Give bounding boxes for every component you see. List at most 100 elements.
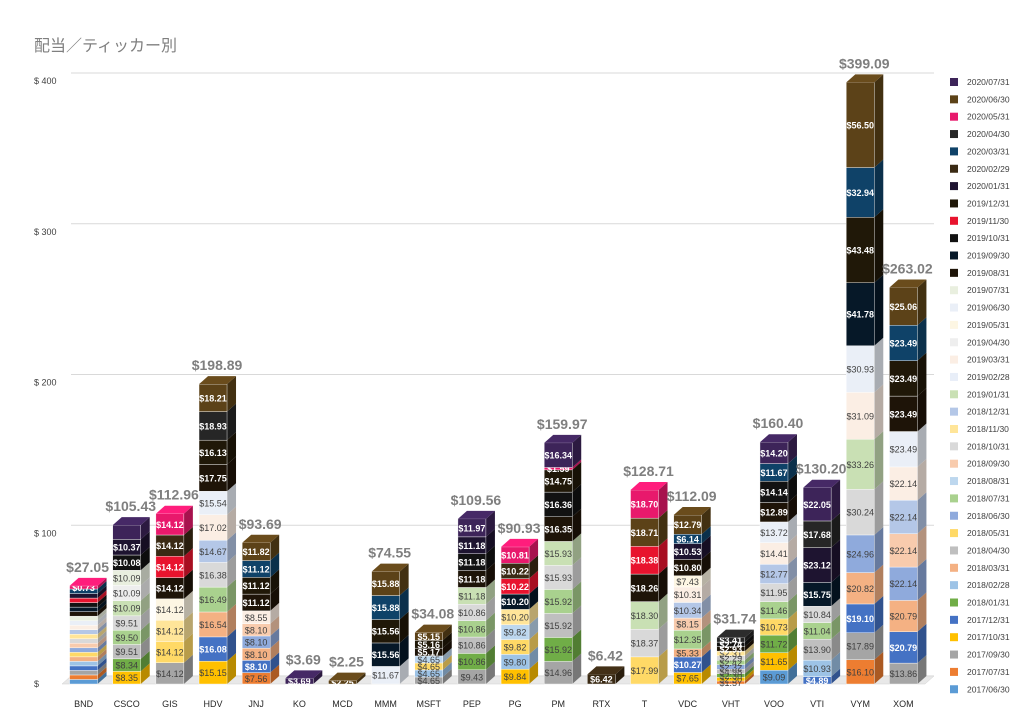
bar-segment-side bbox=[399, 563, 409, 596]
data-label: $14.67 bbox=[199, 547, 227, 557]
legend-swatch bbox=[950, 372, 958, 381]
data-label: $15.56 bbox=[372, 627, 400, 637]
bar-segment-side bbox=[442, 640, 452, 656]
data-label: $16.49 bbox=[199, 595, 227, 605]
data-label: $15.15 bbox=[199, 668, 227, 678]
bar-segment-side bbox=[442, 624, 452, 641]
data-label: $14.12 bbox=[156, 648, 184, 658]
bar-top-face bbox=[803, 479, 841, 488]
data-label: $4.65 bbox=[418, 676, 441, 686]
data-label: $11.04 bbox=[804, 626, 831, 636]
bar-segment-side bbox=[97, 590, 107, 603]
bar-segment-side bbox=[97, 577, 107, 590]
data-label: $8.10 bbox=[245, 662, 268, 672]
data-label: $10.20 bbox=[501, 597, 529, 607]
total-label: $27.05 bbox=[66, 559, 109, 575]
data-label: $11.72 bbox=[761, 639, 788, 649]
bar-segment bbox=[69, 638, 98, 644]
total-label: $3.69 bbox=[286, 651, 321, 667]
bar-segment-side bbox=[701, 526, 711, 544]
legend-swatch bbox=[950, 251, 958, 260]
data-label: $20.82 bbox=[847, 584, 875, 594]
data-label: $16.54 bbox=[199, 620, 227, 630]
bar-segment-side bbox=[917, 458, 927, 501]
bar-segment-side bbox=[442, 668, 452, 684]
bar-segment bbox=[69, 652, 98, 658]
data-label: $1.57 bbox=[720, 678, 743, 688]
data-label: $2.29 bbox=[720, 653, 743, 663]
data-label: $11.18 bbox=[458, 591, 485, 601]
bar-segment bbox=[889, 431, 918, 468]
data-label: $8.15 bbox=[676, 620, 699, 630]
bar-segment-side bbox=[140, 607, 150, 631]
y-tick-label: $ bbox=[34, 679, 39, 689]
legend-swatch bbox=[950, 650, 958, 659]
bar-segment bbox=[889, 631, 918, 664]
data-label: $16.34 bbox=[544, 451, 572, 461]
data-label: $16.08 bbox=[199, 645, 227, 655]
legend-swatch bbox=[950, 164, 958, 173]
bar-segment-side bbox=[140, 636, 150, 659]
data-label: $15.92 bbox=[544, 645, 572, 655]
total-label: $74.55 bbox=[368, 545, 411, 561]
bar-segment-side bbox=[701, 640, 711, 657]
bar-segment-side bbox=[874, 651, 884, 684]
data-label: $14.96 bbox=[544, 668, 572, 678]
legend-swatch bbox=[950, 199, 958, 208]
bar-segment-side bbox=[831, 668, 841, 684]
bar-segment-side bbox=[917, 655, 927, 684]
bar-segment bbox=[69, 606, 98, 612]
data-label: $11.46 bbox=[761, 606, 788, 616]
data-label: $17.75 bbox=[199, 473, 227, 483]
data-label: $22.05 bbox=[803, 500, 831, 510]
legend-label: 2018/11/30 bbox=[967, 424, 1009, 434]
bar-segment-side bbox=[701, 578, 711, 603]
bar-segment-side bbox=[529, 661, 539, 684]
bar-segment-side bbox=[831, 652, 841, 677]
bar-segment-side bbox=[183, 633, 193, 663]
bar-segment-side bbox=[917, 623, 927, 664]
data-label: $14.12 bbox=[156, 562, 184, 572]
bar-segment-side bbox=[744, 643, 754, 656]
bar-top-face bbox=[630, 481, 668, 490]
total-label: $112.09 bbox=[667, 488, 717, 504]
bar-segment bbox=[69, 597, 98, 603]
bar-segment-side bbox=[97, 594, 107, 608]
legend-label: 2019/10/31 bbox=[967, 233, 1010, 243]
data-label: $10.93 bbox=[803, 664, 831, 674]
bar-segment bbox=[846, 392, 875, 440]
data-label: $20.79 bbox=[890, 612, 918, 622]
data-label: $11.65 bbox=[761, 657, 788, 667]
bar-top-face bbox=[501, 538, 539, 547]
legend-swatch bbox=[950, 477, 958, 486]
bar-segment-side bbox=[701, 535, 711, 560]
bar-segment bbox=[69, 625, 98, 630]
bar-segment bbox=[846, 82, 875, 168]
legend-swatch bbox=[950, 546, 958, 555]
data-label: $1.59 bbox=[547, 464, 570, 474]
bar-segment bbox=[198, 439, 228, 465]
bar-segment bbox=[69, 593, 98, 599]
bar-segment bbox=[802, 520, 832, 548]
data-label: $15.56 bbox=[372, 650, 400, 660]
legend-swatch bbox=[950, 78, 958, 86]
bar-segment-side bbox=[270, 552, 280, 578]
bar-pep: $9.43 $10.86 $10.86 $10.86 $10.86 $11.18 $11.1… bbox=[451, 492, 502, 709]
bar-segment bbox=[846, 167, 875, 218]
bar-segment-side bbox=[183, 526, 193, 557]
bar-segment-side bbox=[485, 629, 495, 654]
bar-segment-side bbox=[874, 526, 884, 573]
bar-segment-side bbox=[356, 672, 366, 684]
bar-segment-side bbox=[874, 564, 884, 604]
data-label: $10.53 bbox=[674, 547, 702, 557]
bar-mmm: $11.67 $15.56 $15.56 $15.88 $15.88 $74.55 MMM bbox=[368, 545, 411, 709]
bar-segment-side bbox=[701, 622, 711, 649]
data-label: $14.75 bbox=[544, 476, 572, 486]
data-label: $33.26 bbox=[847, 460, 875, 470]
data-label: $23.49 bbox=[890, 445, 918, 455]
data-label: $11.67 bbox=[760, 468, 787, 478]
legend-swatch bbox=[950, 494, 958, 503]
data-label: $22.14 bbox=[890, 579, 918, 589]
data-label: $10.08 bbox=[113, 558, 141, 568]
data-label: $18.30 bbox=[631, 611, 659, 621]
